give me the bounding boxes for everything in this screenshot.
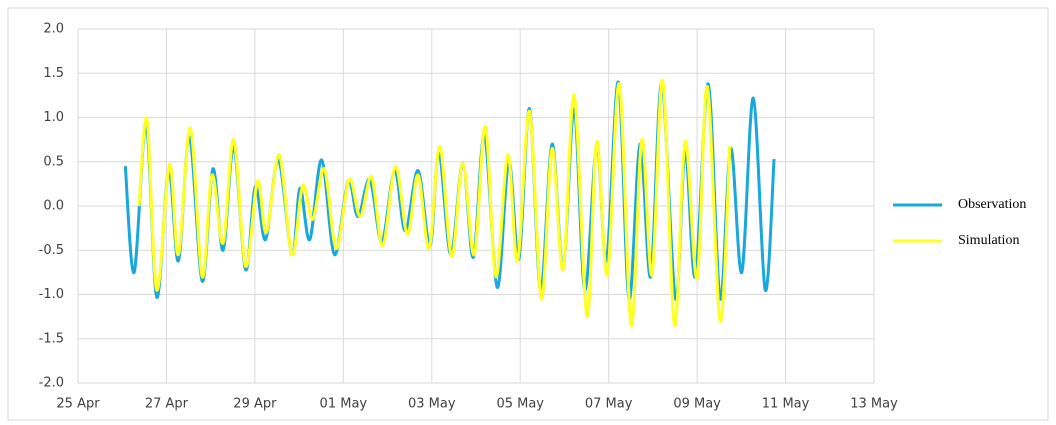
x-tick-label: 11 May [762, 397, 810, 412]
x-tick-label: 03 May [408, 397, 456, 412]
y-tick-label: 0.5 [43, 154, 64, 169]
x-tick-label: 25 Apr [56, 397, 100, 412]
y-tick-label: -1.0 [39, 287, 64, 302]
x-tick-label: 09 May [673, 397, 721, 412]
legend: Observation Simulation [893, 197, 1026, 248]
y-tick-label: -0.5 [39, 243, 64, 258]
y-tick-label: 1.5 [43, 66, 64, 81]
legend-label: Simulation [958, 233, 1019, 248]
x-tick-label: 27 Apr [145, 397, 189, 412]
x-tick-label: 13 May [850, 397, 898, 412]
y-tick-label: 2.0 [43, 22, 64, 37]
y-tick-label: 1.0 [43, 110, 64, 125]
x-tick-label: 05 May [496, 397, 544, 412]
x-tick-label: 29 Apr [233, 397, 277, 412]
y-tick-label: -1.5 [39, 331, 64, 346]
data-line [137, 78, 732, 328]
y-tick-label: 0.0 [43, 199, 64, 214]
y-tick-label: -2.0 [39, 376, 64, 391]
legend-label: Observation [958, 197, 1026, 212]
x-tick-label: 01 May [320, 397, 368, 412]
x-tick-label: 07 May [585, 397, 633, 412]
